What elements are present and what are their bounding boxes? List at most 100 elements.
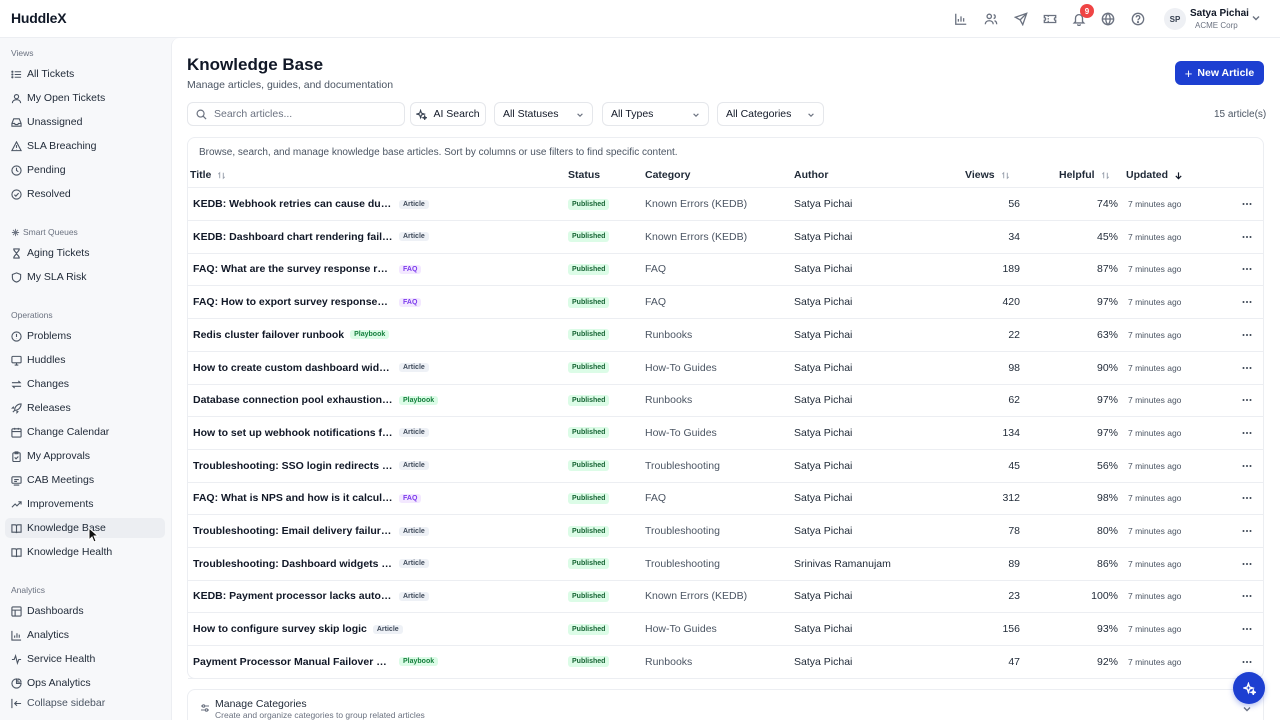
article-title-cell[interactable]: KEDB: Dashboard chart rendering fails on… (193, 221, 429, 253)
sidebar-item-analytics[interactable]: Analytics (5, 625, 165, 645)
sidebar-item-unassigned[interactable]: Unassigned (5, 112, 165, 132)
row-actions-button[interactable] (1240, 482, 1254, 514)
row-actions-button[interactable] (1240, 417, 1254, 449)
sidebar-item-improvements[interactable]: Improvements (5, 494, 165, 514)
row-actions-button[interactable] (1240, 450, 1254, 482)
article-title[interactable]: Payment Processor Manual Failover Runboo… (193, 655, 393, 668)
row-actions-button[interactable] (1240, 352, 1254, 384)
article-title-cell[interactable]: FAQ: How to export survey responses to C… (193, 286, 422, 318)
article-title-cell[interactable]: FAQ: What are the survey response rate b… (193, 253, 422, 285)
article-title[interactable]: How to configure survey skip logic (193, 623, 367, 636)
sidebar-item-all-tickets[interactable]: All Tickets (5, 64, 165, 84)
article-title[interactable]: FAQ: What are the survey response rate b… (193, 263, 393, 276)
ticket-icon[interactable] (1042, 11, 1058, 27)
sidebar-item-knowledge-health[interactable]: Knowledge Health (5, 542, 165, 562)
users-icon[interactable] (983, 11, 999, 27)
type-filter[interactable]: All Types (602, 102, 709, 126)
sidebar-item-my-open-tickets[interactable]: My Open Tickets (5, 88, 165, 108)
globe-icon[interactable] (1100, 11, 1116, 27)
collapse-sidebar-button[interactable]: Collapse sidebar (11, 697, 105, 709)
sidebar-item-pending[interactable]: Pending (5, 160, 165, 180)
row-actions-button[interactable] (1240, 384, 1254, 416)
search-box[interactable] (187, 102, 405, 126)
new-article-button[interactable]: + New Article (1175, 61, 1264, 85)
table-row[interactable]: How to create custom dashboard widgets i… (188, 352, 1263, 385)
article-title-cell[interactable]: How to create custom dashboard widgets i… (193, 352, 429, 384)
column-category[interactable]: Category (645, 169, 691, 181)
sidebar-item-resolved[interactable]: Resolved (5, 184, 165, 204)
manage-categories-title[interactable]: Manage Categories (215, 698, 307, 710)
article-title[interactable]: KEDB: Dashboard chart rendering fails on… (193, 230, 393, 243)
sidebar-item-changes[interactable]: Changes (5, 374, 165, 394)
ai-assistant-button[interactable] (1233, 672, 1265, 704)
table-row[interactable]: Redis cluster failover runbook Playbook Pu… (188, 319, 1263, 352)
table-row[interactable]: How to configure survey skip logic Articl… (188, 613, 1263, 647)
table-row[interactable]: FAQ: What is NPS and how is it calculate… (188, 482, 1263, 516)
row-actions-button[interactable] (1240, 188, 1254, 220)
article-title-cell[interactable]: FAQ: What is NPS and how is it calculate… (193, 482, 422, 514)
help-icon[interactable] (1130, 11, 1146, 27)
sidebar-item-sla-breaching[interactable]: SLA Breaching (5, 136, 165, 156)
article-title-cell[interactable]: How to set up webhook notifications for … (193, 417, 429, 449)
manage-categories-panel[interactable] (187, 689, 1264, 720)
article-title[interactable]: Redis cluster failover runbook (193, 328, 345, 341)
article-title[interactable]: FAQ: What is NPS and how is it calculate… (193, 492, 393, 505)
row-actions-button[interactable] (1240, 319, 1254, 351)
sidebar-item-knowledge-base[interactable]: Knowledge Base (5, 518, 165, 538)
column-helpful[interactable]: Helpful (1059, 169, 1110, 181)
row-actions-button[interactable] (1240, 613, 1254, 645)
article-title[interactable]: How to create custom dashboard widgets i… (193, 361, 393, 374)
column-author[interactable]: Author (794, 169, 829, 181)
row-actions-button[interactable] (1240, 221, 1254, 253)
row-actions-button[interactable] (1240, 646, 1254, 678)
sidebar-item-cab-meetings[interactable]: CAB Meetings (5, 470, 165, 490)
article-title[interactable]: FAQ: How to export survey responses to C… (193, 296, 393, 309)
article-title-cell[interactable]: Troubleshooting: Email delivery failures… (193, 515, 429, 547)
article-title-cell[interactable]: KEDB: Webhook retries can cause duplicat… (193, 188, 429, 220)
column-title[interactable]: Title (190, 169, 226, 181)
article-title-cell[interactable]: Troubleshooting: Dashboard widgets not l… (193, 548, 429, 580)
row-actions-button[interactable] (1240, 515, 1254, 547)
ai-search-button[interactable]: AI Search (410, 102, 486, 126)
sidebar-item-my-approvals[interactable]: My Approvals (5, 446, 165, 466)
app-logo[interactable]: HuddleX (11, 10, 67, 26)
search-input[interactable] (214, 108, 394, 120)
sidebar-item-my-sla-risk[interactable]: My SLA Risk (5, 267, 165, 287)
article-title-cell[interactable]: Redis cluster failover runbook Playbook (193, 319, 390, 351)
table-row[interactable]: FAQ: How to export survey responses to C… (188, 286, 1263, 320)
table-row[interactable]: FAQ: What are the survey response rate b… (188, 253, 1263, 287)
article-title[interactable]: KEDB: Payment processor lacks automatic … (193, 590, 393, 603)
column-status[interactable]: Status (568, 169, 601, 181)
row-actions-button[interactable] (1240, 286, 1254, 318)
article-title-cell[interactable]: KEDB: Payment processor lacks automatic … (193, 580, 429, 612)
table-row[interactable]: Payment Processor Manual Failover Runboo… (188, 646, 1263, 679)
article-title[interactable]: KEDB: Webhook retries can cause duplicat… (193, 198, 393, 210)
table-row[interactable]: KEDB: Webhook retries can cause duplicat… (188, 188, 1263, 221)
table-row[interactable]: Troubleshooting: Dashboard widgets not l… (188, 548, 1263, 581)
chevron-down-icon[interactable] (1251, 13, 1261, 23)
article-title[interactable]: Troubleshooting: Dashboard widgets not l… (193, 557, 393, 570)
table-row[interactable]: Troubleshooting: SSO login redirects to … (188, 450, 1263, 483)
sidebar-item-huddles[interactable]: Huddles (5, 350, 165, 370)
table-row[interactable]: KEDB: Dashboard chart rendering fails on… (188, 221, 1263, 254)
sidebar-item-aging-tickets[interactable]: Aging Tickets (5, 243, 165, 263)
column-updated[interactable]: Updated (1126, 169, 1183, 181)
reports-icon[interactable] (953, 11, 969, 27)
status-filter[interactable]: All Statuses (494, 102, 593, 126)
user-name[interactable]: Satya Pichai (1190, 8, 1249, 19)
article-title-cell[interactable]: Payment Processor Manual Failover Runboo… (193, 646, 439, 678)
table-row[interactable]: KEDB: Payment processor lacks automatic … (188, 580, 1263, 614)
sidebar-item-service-health[interactable]: Service Health (5, 649, 165, 669)
table-row[interactable]: Troubleshooting: Email delivery failures… (188, 515, 1263, 548)
send-icon[interactable] (1013, 11, 1029, 27)
sidebar-item-dashboards[interactable]: Dashboards (5, 601, 165, 621)
article-title-cell[interactable]: How to configure survey skip logic Articl… (193, 613, 403, 645)
category-filter[interactable]: All Categories (717, 102, 824, 126)
table-row[interactable]: How to set up webhook notifications for … (188, 417, 1263, 450)
sidebar-item-releases[interactable]: Releases (5, 398, 165, 418)
sidebar-item-problems[interactable]: Problems (5, 326, 165, 346)
sidebar-item-change-calendar[interactable]: Change Calendar (5, 422, 165, 442)
sidebar-item-ops-analytics[interactable]: Ops Analytics (5, 673, 165, 693)
article-title[interactable]: How to set up webhook notifications for … (193, 426, 393, 439)
column-views[interactable]: Views (965, 169, 1010, 181)
